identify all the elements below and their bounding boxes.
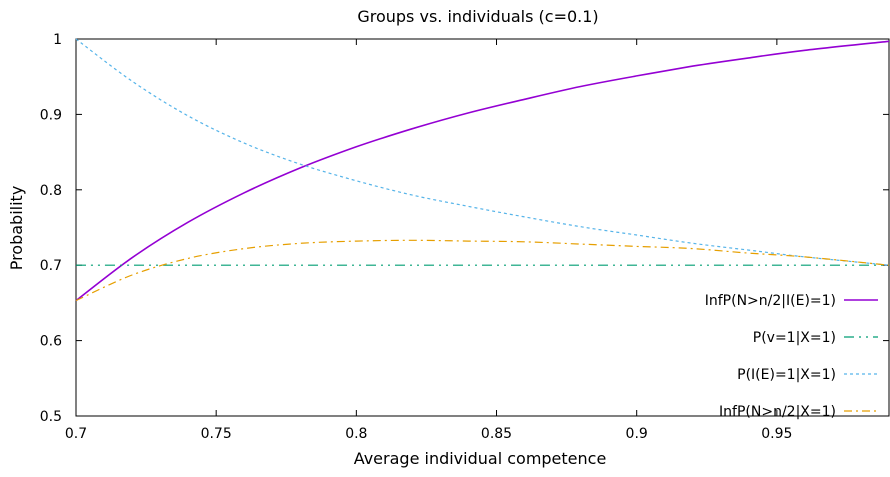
series-line-3 — [75, 38, 890, 266]
axis-ticks: 0.7 0.75 0.8 0.85 0.9 0.95 0.5 0.6 0.7 0.8 0.9 1 — [40, 32, 889, 442]
y-tick-label: 0.8 — [40, 183, 62, 199]
y-tick-label: 0.5 — [40, 409, 62, 425]
x-tick-label: 0.75 — [201, 426, 232, 442]
series-line-4 — [75, 239, 890, 302]
legend-label: P(I(E)=1|X=1) — [737, 367, 836, 383]
legend: InfP(N>n/2|I(E)=1) P(v=1|X=1) P(I(E)=1|X=1… — [705, 293, 878, 420]
x-tick-label: 0.95 — [761, 426, 792, 442]
legend-label: InfP(N>n/2|X=1) — [719, 404, 836, 420]
x-tick-label: 0.85 — [481, 426, 512, 442]
legend-label: InfP(N>n/2|I(E)=1) — [705, 293, 836, 309]
legend-label: P(v=1|X=1) — [753, 330, 836, 346]
y-axis-title: Probability — [7, 186, 26, 271]
y-tick-label: 0.7 — [40, 258, 62, 274]
series-line-1 — [75, 40, 890, 302]
series-lines — [75, 38, 890, 302]
x-tick-label: 0.7 — [65, 426, 87, 442]
x-axis-title: Average individual competence — [354, 449, 607, 468]
x-tick-label: 0.9 — [626, 426, 648, 442]
y-tick-label: 0.6 — [40, 334, 62, 350]
y-tick-label: 1 — [53, 32, 62, 48]
plot-area — [75, 38, 890, 417]
chart-title: Groups vs. individuals (c=0.1) — [357, 7, 598, 26]
y-tick-label: 0.9 — [40, 107, 62, 123]
x-tick-label: 0.8 — [345, 426, 367, 442]
plot-border — [75, 38, 890, 417]
